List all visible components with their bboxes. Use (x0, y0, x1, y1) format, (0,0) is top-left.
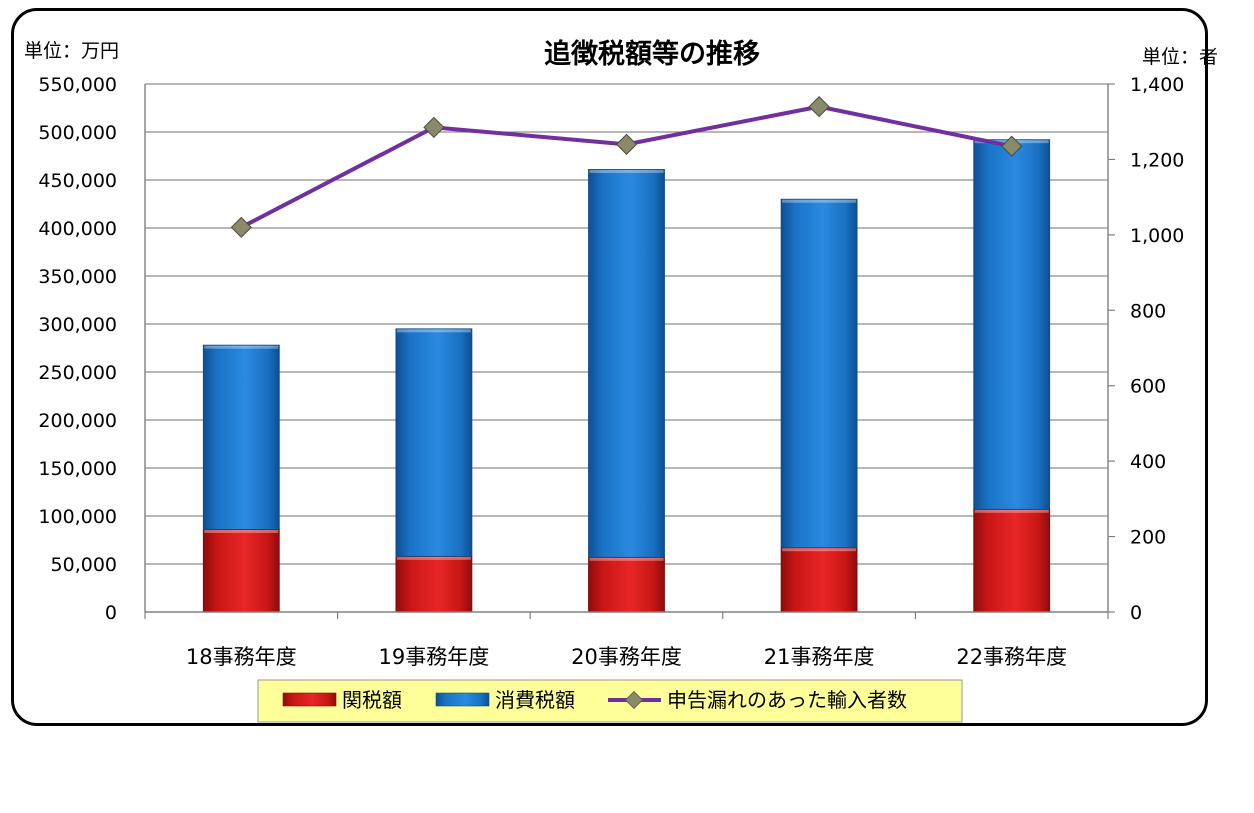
left-unit-label: 単位：万円 (24, 40, 119, 62)
right-tick-label: 200 (1130, 527, 1166, 549)
bar-top-highlight (782, 199, 857, 203)
legend-label-customs-duty: 関税額 (342, 688, 402, 712)
axis-layer: 0 50,000 100,000 150,000 200,000 250,000 300,0… (38, 74, 1184, 669)
right-tick-label: 1,200 (1130, 149, 1184, 171)
left-tick-label: 100,000 (38, 506, 117, 528)
right-tick-label: 1,400 (1130, 74, 1184, 96)
x-tick-label: 22事務年度 (956, 645, 1067, 669)
bar-top-highlight (396, 329, 471, 333)
left-tick-label: 250,000 (38, 362, 117, 384)
bar-top-highlight (204, 529, 279, 533)
line-layer (230, 96, 1023, 238)
bar-consumption-tax (395, 328, 473, 557)
right-tick-label: 600 (1130, 376, 1166, 398)
bar-customs-duty (973, 508, 1051, 613)
x-tick-label: 20事務年度 (571, 645, 682, 669)
bar-top-highlight (974, 509, 1049, 513)
bar-consumption-tax (588, 169, 665, 558)
left-tick-label: 550,000 (38, 74, 117, 96)
bar-customs-duty (780, 547, 858, 613)
bar-customs-duty (395, 555, 473, 613)
line-marker (1001, 135, 1023, 157)
bar-consumption-tax (202, 344, 280, 530)
left-tick-label: 200,000 (38, 410, 117, 432)
bar-consumption-tax (973, 139, 1051, 510)
left-tick-label: 500,000 (38, 122, 117, 144)
right-tick-label: 800 (1130, 300, 1166, 322)
bar-top-highlight (782, 548, 857, 552)
bar-customs-duty (202, 529, 280, 613)
legend: 関税額 消費税額 申告漏れのあった輸入者数 (257, 679, 963, 723)
x-tick-label: 19事務年度 (379, 645, 490, 669)
left-tick-label: 0 (105, 602, 117, 624)
bars-layer (202, 139, 1051, 613)
right-tick-label: 400 (1130, 451, 1166, 473)
line-marker (615, 133, 638, 155)
legend-marker-importers (624, 690, 644, 710)
right-unit-label: 単位：者 (1142, 46, 1218, 68)
legend-label-importers: 申告漏れのあった輸入者数 (667, 688, 907, 712)
right-tick-label: 1,000 (1130, 225, 1184, 247)
legend-label-consumption-tax: 消費税額 (495, 688, 575, 712)
left-tick-label: 50,000 (51, 554, 117, 576)
bar-top-highlight (589, 557, 664, 561)
bar-customs-duty (588, 556, 665, 613)
bar-consumption-tax (780, 198, 858, 549)
left-tick-label: 450,000 (38, 170, 117, 192)
bar-top-highlight (396, 556, 471, 560)
legend-swatch-customs-duty (282, 692, 337, 707)
chart-title: 追徴税額等の推移 (544, 38, 760, 70)
right-tick-label: 0 (1130, 602, 1142, 624)
left-tick-label: 350,000 (38, 266, 117, 288)
bar-top-highlight (204, 345, 279, 349)
legend-swatch-consumption-tax (435, 692, 490, 707)
bar-top-highlight (589, 169, 664, 173)
left-tick-label: 300,000 (38, 314, 117, 336)
line-marker (423, 116, 445, 138)
x-tick-label: 18事務年度 (186, 645, 297, 669)
line-marker (230, 216, 252, 238)
x-tick-label: 21事務年度 (764, 645, 875, 669)
left-tick-label: 150,000 (38, 458, 117, 480)
line-marker (808, 96, 830, 118)
left-tick-label: 400,000 (38, 218, 117, 240)
